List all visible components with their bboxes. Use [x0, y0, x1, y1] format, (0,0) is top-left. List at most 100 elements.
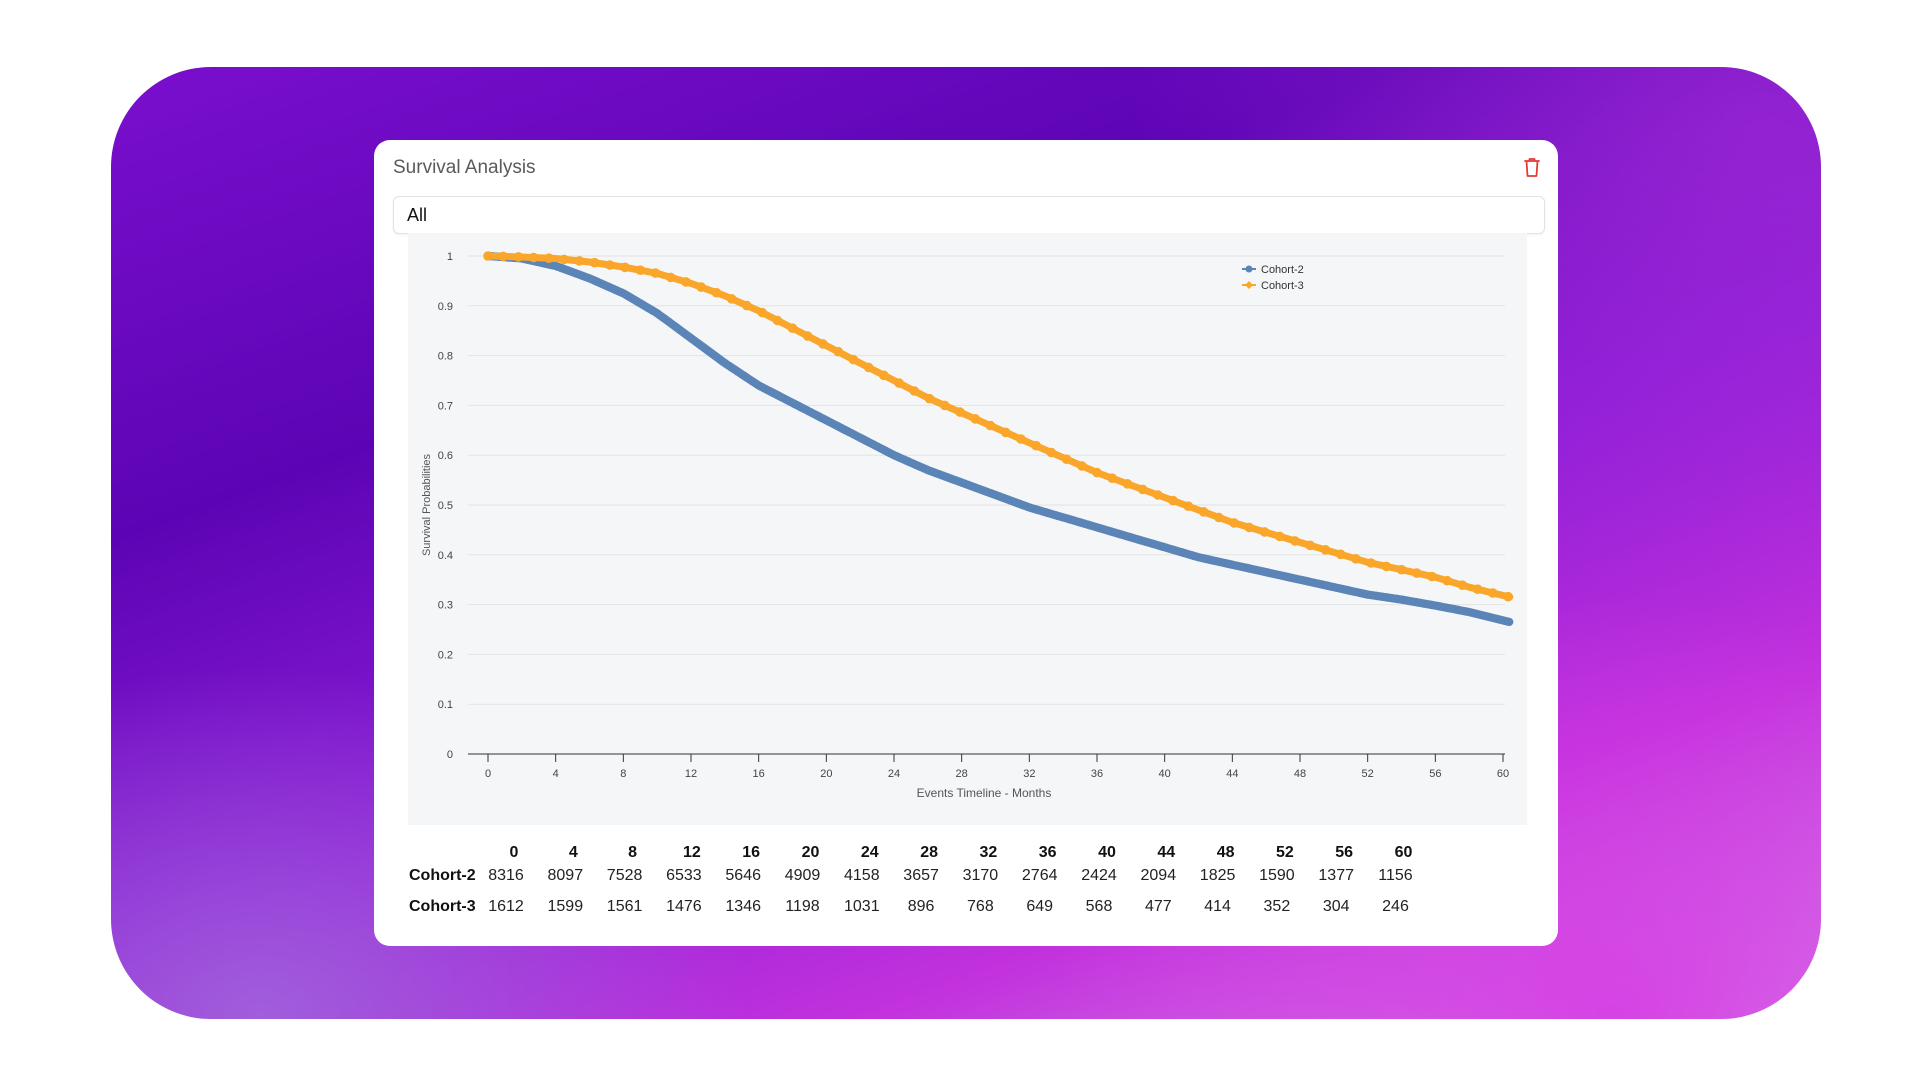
y-tick-label: 0.9: [438, 301, 453, 313]
risk-table-header-cell: 16: [742, 844, 761, 861]
risk-table-header-cell: 48: [1216, 844, 1235, 861]
risk-table-cell: 1476: [666, 898, 702, 915]
series-point: [620, 262, 630, 273]
x-tick-label: 28: [956, 768, 968, 780]
risk-table-cell: 414: [1204, 898, 1231, 915]
risk-table-header-cell: 28: [920, 844, 938, 861]
risk-table-cell: 1612: [488, 898, 524, 915]
risk-table-header-cell: 0: [509, 844, 519, 861]
risk-table-header-cell: 40: [1098, 844, 1116, 861]
risk-table-header-cell: 24: [860, 844, 879, 861]
risk-table-cell: 1561: [606, 898, 643, 915]
series-point: [650, 268, 661, 278]
series-point: [1259, 527, 1270, 537]
legend-label: Cohort-2: [1261, 264, 1304, 276]
risk-table-cell: 5646: [725, 867, 761, 884]
series-point: [1107, 473, 1117, 483]
series-point: [1244, 522, 1254, 533]
series-point: [818, 339, 828, 349]
risk-table-cell: 2094: [1140, 867, 1177, 884]
x-axis-title: Events Timeline - Months: [917, 786, 1052, 800]
x-tick-label: 16: [753, 768, 765, 780]
survival-chart-panel: 0 0.1 0.2 0.3 0.4 0.5 0.6 0.7 0.8 0.9 1 0 4 8 12 16 20 24…: [408, 233, 1527, 825]
legend-label: Cohort-3: [1261, 280, 1304, 292]
series-point: [1381, 561, 1392, 572]
risk-table-cell: 768: [967, 898, 994, 915]
risk-table-cell: 2424: [1081, 867, 1117, 884]
risk-table-cell: 3170: [962, 867, 999, 884]
legend-marker-diamond: [1245, 281, 1253, 289]
series-point: [787, 323, 798, 333]
series-point: [726, 294, 737, 304]
series-point: [894, 378, 904, 388]
risk-table-cell: 1377: [1318, 867, 1354, 884]
y-tick-label: 1: [447, 251, 453, 263]
series-point: [1000, 427, 1011, 438]
cohort-filter-select[interactable]: All: [393, 196, 1545, 234]
risk-table-row-label: Cohort-2: [409, 867, 476, 884]
series-point: [863, 362, 874, 373]
risk-table-cell: 2764: [1021, 867, 1058, 884]
risk-table-cell: 1599: [547, 898, 584, 915]
y-tick-label: 0.7: [438, 400, 453, 412]
trash-icon[interactable]: [1522, 156, 1542, 178]
series-point: [1046, 447, 1057, 458]
x-tick-label: 44: [1226, 768, 1238, 780]
risk-table-header-cell: 20: [801, 844, 820, 861]
x-tick-label: 24: [888, 768, 900, 780]
x-tick-label: 20: [820, 768, 832, 780]
series-point: [1503, 591, 1513, 602]
risk-table-header-cell: 52: [1275, 844, 1294, 861]
risk-table-cell: 1825: [1199, 867, 1236, 884]
risk-table-cell: 304: [1322, 898, 1350, 915]
series-point: [528, 252, 539, 263]
series-point: [1092, 467, 1102, 478]
x-tick-label: 0: [485, 768, 491, 780]
risk-table-cell: 1590: [1259, 867, 1295, 884]
x-tick-label: 48: [1294, 768, 1306, 780]
risk-table-header-cell: 44: [1157, 844, 1176, 861]
risk-table-cell: 1346: [725, 898, 761, 915]
series-point: [939, 400, 950, 411]
series-point: [1061, 454, 1072, 464]
series-point: [1320, 545, 1331, 555]
series-point: [1137, 484, 1148, 495]
series-point: [1122, 479, 1133, 489]
series-point: [574, 256, 585, 266]
y-tick-label: 0.5: [438, 500, 453, 512]
x-tick-label: 56: [1429, 768, 1441, 780]
x-tick-label: 52: [1362, 768, 1374, 780]
series-point: [1214, 512, 1224, 523]
risk-table-cell: 8097: [547, 867, 584, 884]
card-title: Survival Analysis: [393, 157, 536, 178]
series-point: [544, 253, 554, 263]
risk-table-header-cell: 32: [979, 844, 998, 861]
series-point: [1427, 571, 1437, 582]
series-point: [1016, 434, 1026, 444]
series-point: [985, 420, 996, 431]
series-point: [1305, 540, 1315, 551]
series-point: [1031, 440, 1041, 451]
y-tick-label: 0.1: [438, 699, 453, 711]
risk-table-header-cell: 8: [628, 844, 638, 861]
series-point: [1274, 531, 1285, 542]
risk-table-header-cell: 56: [1335, 844, 1354, 861]
x-tick-label: 32: [1023, 768, 1035, 780]
y-tick-label: 0.2: [438, 649, 453, 661]
series-point: [1457, 580, 1468, 590]
risk-table-cell: 4158: [844, 867, 880, 884]
series-point: [711, 287, 722, 298]
series-point: [1198, 507, 1209, 517]
survival-analysis-card: Survival Analysis All 0 0.1 0.2 0.3 0.4 0.5 0.…: [374, 140, 1558, 946]
series-point: [559, 254, 569, 265]
series-point: [513, 252, 524, 262]
series-point: [1077, 461, 1087, 471]
survival-chart: 00.10.20.30.40.50.60.70.80.910 4 8 12 16 20 24…: [421, 251, 1514, 800]
risk-table-cell: 1198: [785, 898, 820, 915]
y-tick-label: 0.8: [438, 351, 453, 363]
series-point: [1168, 495, 1178, 506]
series-point: [1442, 575, 1452, 586]
risk-table-header-cell: 12: [682, 844, 701, 861]
series-point: [605, 260, 615, 270]
series-point: [1472, 584, 1483, 594]
